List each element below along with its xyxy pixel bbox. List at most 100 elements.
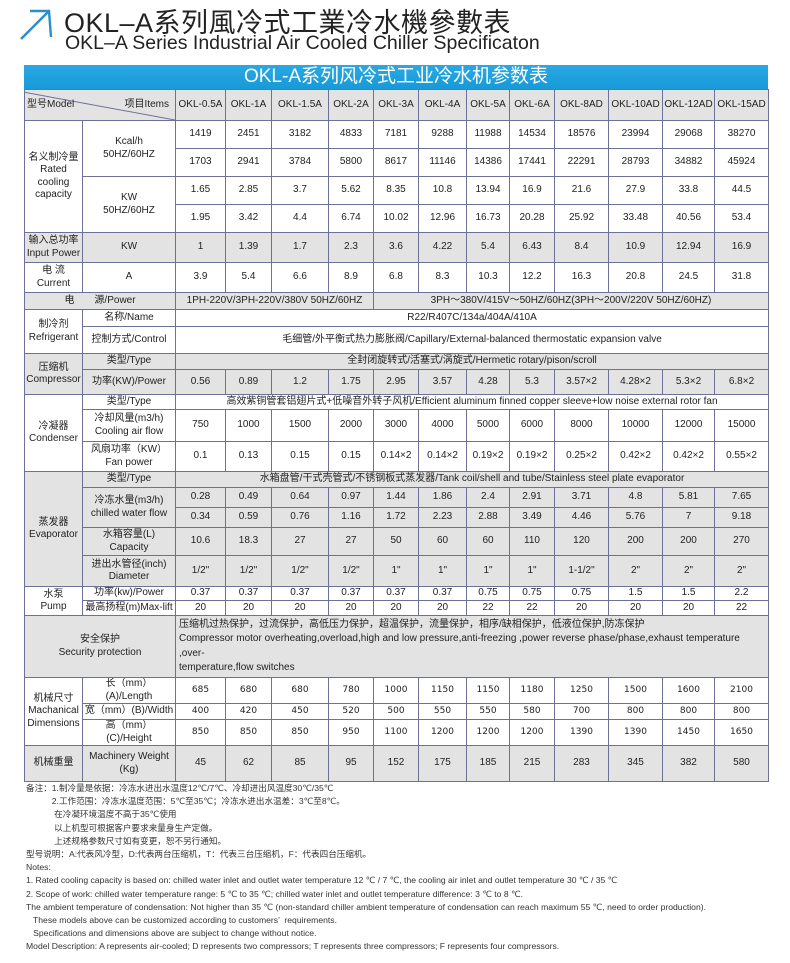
table-row: 宽（mm）(B)/Width 400 420 450 520 500 550 550 580 70… <box>25 703 769 720</box>
value-cell: 0.19×2 <box>466 441 510 472</box>
note-line: 2.工作范围：冷冻水温度范围：5℃至35℃；冷冻水进出水温差：3℃至8℃。 <box>26 796 345 807</box>
value-cell: 20 <box>554 600 609 616</box>
value-cell: 1390 <box>608 719 663 746</box>
value-cell: 4.28 <box>466 369 510 395</box>
model-header: OKL-1A <box>225 89 272 121</box>
value-cell: 750 <box>175 409 226 442</box>
value-cell: 1" <box>373 555 419 587</box>
value-cell: 3784 <box>271 148 329 177</box>
notes-cn: 备注：1.制冷量是依据：冷冻水进出水温度12℃/7℃、冷却进出风温度30℃/35… <box>26 782 786 861</box>
page-title-en: OKL–A Series Industrial Air Cooled Chill… <box>65 32 540 54</box>
value-cell: 9.18 <box>714 507 769 528</box>
value-cell: 6.74 <box>328 204 374 233</box>
value-cell: 8.9 <box>328 262 374 293</box>
value-cell: 850 <box>175 719 226 746</box>
table-row: 进出水管径(inch) Diameter 1/2" 1/2" 1/2" 1/2" 1" 1"… <box>25 555 769 587</box>
value-cell: 200 <box>662 527 715 556</box>
value-cell: 20 <box>175 600 226 616</box>
value-cell: 800 <box>608 703 663 720</box>
value-cell: 1" <box>466 555 510 587</box>
value-cell: 200 <box>608 527 663 556</box>
table-row: 水泵 Pump 功率(kw)/Power 0.37 0.37 0.37 0.37 0.37 0… <box>24 586 769 616</box>
value-cell: 0.64 <box>271 487 329 508</box>
value-cell: 10.9 <box>608 232 663 263</box>
value-cell: 3.49 <box>509 507 555 528</box>
value-cell: 1" <box>418 555 467 587</box>
value-cell: 0.75 <box>509 586 555 601</box>
value-cell: 1500 <box>271 409 329 442</box>
value-cell: 18576 <box>554 120 609 149</box>
value-cell: 1.39 <box>225 232 272 263</box>
value-cell: 950 <box>328 719 374 746</box>
value-cell: 1/2" <box>271 555 329 587</box>
value-cell: 50 <box>373 527 419 556</box>
page-header: OKL–A系列風冷式工業冷水機參數表 OKL–A Series Industri… <box>0 0 790 60</box>
value-cell: 10.02 <box>373 204 419 233</box>
value-cell: 5.3 <box>509 369 555 395</box>
notes-en: Notes: 1. Rated cooling capacity is based… <box>26 861 786 953</box>
value-cell: 1.65 <box>175 176 226 205</box>
model-label: 型号Model <box>27 99 75 110</box>
value-cell: 4.28×2 <box>608 369 663 395</box>
value-cell: 15000 <box>714 409 769 442</box>
page-title-cn: OKL–A系列風冷式工業冷水機參數表 <box>64 8 512 38</box>
value-cell: 0.34 <box>175 507 226 528</box>
value-cell: 1" <box>509 555 555 587</box>
table-row: 控制方式/Control 毛细管/外平衡式热力膨胀阀/Capillary/Exte… <box>25 326 769 354</box>
value-cell: 0.49 <box>225 487 272 508</box>
value-cell: 33.8 <box>662 176 715 205</box>
value-cell: 1180 <box>509 677 555 704</box>
value-cell: 20 <box>418 600 467 616</box>
value-cell: 0.75 <box>466 586 510 601</box>
value-cell: 1.44 <box>373 487 419 508</box>
value-cell: 13.94 <box>466 176 510 205</box>
value-cell: 3.6 <box>373 232 419 263</box>
value-cell: 120 <box>554 527 609 556</box>
item-label: 长（mm）(A)/Length <box>82 677 176 704</box>
value-cell: 3.71 <box>554 487 609 508</box>
value-cell: 8.35 <box>373 176 419 205</box>
value-cell: 850 <box>271 719 329 746</box>
row-label: 安全保护 Security protection <box>24 615 176 678</box>
table-row: 风扇功率（KW） Fan power 0.1 0.13 0.15 0.15 0.14×2 0… <box>25 441 769 472</box>
value-cell: 0.59 <box>225 507 272 528</box>
value-cell: 9288 <box>418 120 467 149</box>
value-cell: 27.9 <box>608 176 663 205</box>
table-title: OKL-A系列风冷式工业冷水机参数表 <box>24 65 768 89</box>
value-cell: 20.28 <box>509 204 555 233</box>
value-cell: 16.9 <box>509 176 555 205</box>
value-cell: 0.42×2 <box>608 441 663 472</box>
value-cell: 5.76 <box>608 507 663 528</box>
spec-table: 型号Model 项目Items OKL-0.5A OKL-1A OKL-1.5A OKL-… <box>24 89 769 782</box>
value-cell: 2.4 <box>466 487 510 508</box>
item-label: 冷却风量(m3/h) Cooling air flow <box>82 409 176 442</box>
value-cell: 700 <box>554 703 609 720</box>
value-cell: 0.14×2 <box>373 441 419 472</box>
value-cell: 12000 <box>662 409 715 442</box>
items-label: 项目Items <box>124 99 169 110</box>
value-cell: 2000 <box>328 409 374 442</box>
value-cell: 2.91 <box>509 487 555 508</box>
merged-value-cell: 全封闭旋转式/活塞式/涡旋式/Hermetic rotary/pison/scr… <box>175 353 769 370</box>
value-cell: 22 <box>714 600 769 616</box>
note-line: Notes: <box>26 862 51 873</box>
group-label: 蒸发器 Evaporator <box>24 471 83 587</box>
value-cell: 0.37 <box>418 586 467 601</box>
value-cell: 550 <box>418 703 467 720</box>
value-cell: 10.6 <box>175 527 226 556</box>
model-header: OKL-6A <box>509 89 555 121</box>
value-cell: 382 <box>662 745 715 782</box>
item-label: 高（mm）(C)/Height <box>82 719 176 746</box>
item-label: KW <box>82 232 176 263</box>
value-cell: 1.2 <box>271 369 329 395</box>
item-label: 功率(KW)/Power <box>82 369 176 395</box>
item-label: 控制方式/Control <box>82 326 176 354</box>
note-line: 2. Scope of work: chilled water temperat… <box>26 888 524 899</box>
value-cell: 5000 <box>466 409 510 442</box>
value-cell: 1390 <box>554 719 609 746</box>
value-cell: 0.37 <box>271 586 329 601</box>
table-row: 功率(KW)/Power 0.56 0.89 1.2 1.75 2.95 3.57 4.28 5… <box>25 369 769 395</box>
value-cell: 400 <box>175 703 226 720</box>
group-label: 制冷剂 Refrigerant <box>24 309 83 354</box>
value-cell: 0.76 <box>271 507 329 528</box>
